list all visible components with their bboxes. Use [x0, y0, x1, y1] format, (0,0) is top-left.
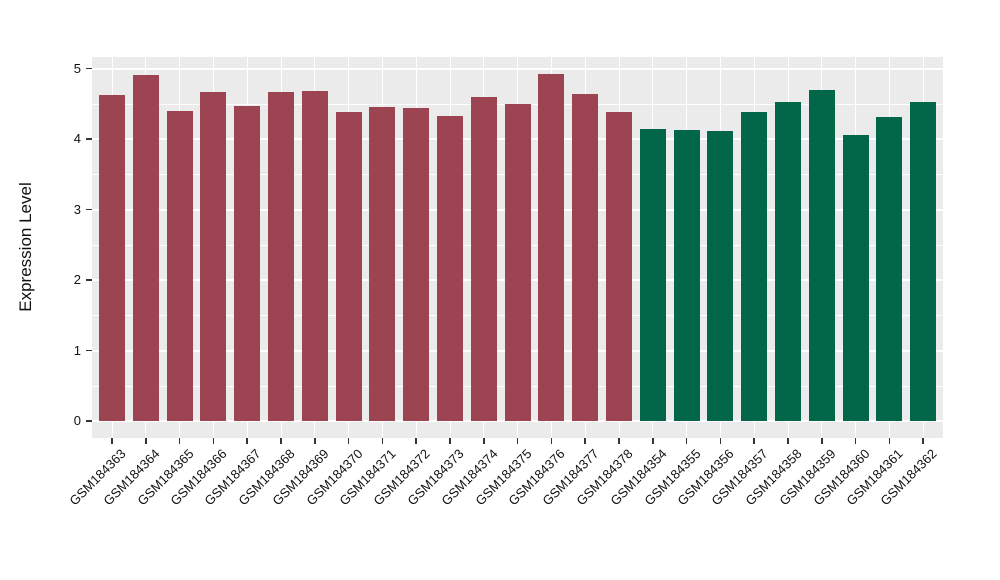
y-tick-mark [86, 349, 92, 351]
plot-panel [92, 57, 943, 438]
x-tick-mark [618, 438, 620, 444]
bar-GSM184376 [538, 74, 565, 421]
y-axis-title: Expression Level [16, 182, 35, 312]
bar-GSM184364 [132, 75, 159, 421]
x-tick-mark [584, 438, 586, 444]
x-tick-mark [888, 438, 891, 444]
x-tick-mark [145, 438, 147, 444]
bar-GSM184357 [741, 112, 768, 421]
bar-GSM184362 [910, 102, 937, 421]
bar-GSM184367 [234, 106, 261, 421]
bar-GSM184370 [335, 112, 362, 421]
bar-GSM184378 [606, 112, 632, 421]
bar-GSM184373 [437, 116, 463, 421]
x-tick-mark [854, 438, 857, 444]
bar-GSM184361 [876, 117, 903, 421]
x-tick-mark [449, 438, 451, 444]
x-tick-mark [314, 438, 316, 444]
bar-GSM184354 [639, 129, 666, 421]
y-tick-label: 4 [73, 131, 81, 146]
bar-GSM184371 [369, 107, 396, 421]
y-tick-label: 3 [73, 201, 81, 217]
y-tick-label: 2 [73, 272, 81, 287]
y-tick-mark [86, 67, 92, 69]
bar-GSM184359 [808, 90, 835, 421]
x-tick-mark [381, 438, 384, 444]
x-tick-mark [516, 438, 519, 444]
x-tick-mark [685, 438, 688, 444]
x-tick-mark [787, 438, 789, 444]
bar-GSM184366 [200, 92, 227, 421]
y-tick-label: 5 [73, 60, 81, 76]
x-tick-mark [652, 438, 654, 444]
bar-GSM184374 [470, 97, 497, 421]
y-tick-label: 1 [73, 342, 81, 358]
bar-GSM184358 [775, 102, 801, 421]
bar-GSM184372 [403, 108, 430, 421]
x-tick-mark [347, 438, 350, 444]
x-tick-mark [415, 438, 417, 444]
x-tick-mark [212, 438, 215, 444]
x-tick-mark [111, 438, 113, 444]
x-tick-mark [280, 438, 282, 444]
y-tick-mark [86, 138, 92, 140]
x-tick-mark [178, 438, 181, 444]
y-tick-label: 0 [73, 413, 81, 428]
y-tick-mark [86, 208, 92, 210]
bar-GSM184369 [301, 91, 328, 421]
bar-GSM184377 [572, 94, 599, 421]
y-tick-mark [86, 420, 92, 422]
bar-GSM184365 [166, 111, 193, 421]
x-tick-mark [550, 438, 553, 444]
x-tick-mark [821, 438, 823, 444]
bar-GSM184356 [707, 131, 734, 421]
x-tick-mark [483, 438, 485, 444]
bar-GSM184375 [504, 104, 531, 421]
bar-GSM184360 [842, 135, 869, 421]
bar-GSM184363 [99, 95, 125, 421]
x-tick-mark [719, 438, 722, 444]
x-tick-mark [246, 438, 248, 444]
y-tick-mark [86, 279, 92, 281]
x-tick-mark [753, 438, 755, 444]
bar-GSM184355 [673, 130, 700, 421]
x-tick-mark [922, 438, 924, 444]
bar-GSM184368 [268, 92, 294, 421]
